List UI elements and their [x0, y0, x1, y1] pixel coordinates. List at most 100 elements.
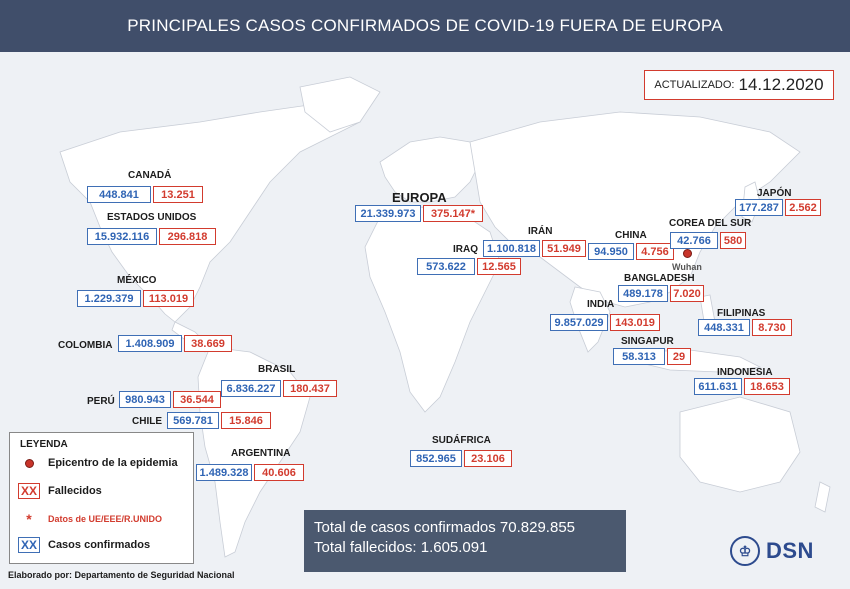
epicenter-label: Wuhan [672, 262, 702, 272]
deaths-brasil: 180.437 [283, 380, 337, 397]
total-deaths: Total fallecidos: 1.605.091 [314, 539, 488, 556]
deaths-indonesia: 18.653 [744, 378, 790, 395]
legend-title: LEYENDA [20, 439, 68, 450]
legend-row-epicenter: Epicentro de la epidemia [18, 457, 178, 469]
cases-bangladesh: 489.178 [618, 285, 668, 302]
region-name-bangladesh: BANGLADESH [624, 273, 695, 284]
region-name-brasil: BRASIL [258, 364, 296, 375]
africa-shape [364, 206, 501, 413]
cases-peru: 980.943 [119, 391, 171, 408]
cases-mexico: 1.229.379 [77, 290, 141, 307]
deaths-iraq: 12.565 [477, 258, 521, 275]
crest-icon: ♔ [730, 536, 760, 566]
cases-japon: 177.287 [735, 199, 783, 216]
dsn-logo: ♔ DSN [730, 536, 814, 566]
legend-epicenter-label: Epicentro de la epidemia [48, 457, 178, 469]
legend-row-deaths: XX Fallecidos [18, 483, 102, 499]
cases-china: 94.950 [588, 243, 634, 260]
region-stats-usa: 15.932.116 296.818 [87, 228, 216, 245]
cases-filipinas: 448.331 [698, 319, 750, 336]
deaths-china: 4.756 [636, 243, 674, 260]
deaths-argentina: 40.606 [254, 464, 304, 481]
cases-argentina: 1.489.328 [196, 464, 252, 481]
deaths-singapur: 29 [667, 348, 691, 365]
legend: LEYENDA Epicentro de la epidemia XX Fall… [9, 432, 194, 564]
region-name-iran: IRÁN [528, 226, 553, 237]
epicenter-dot-icon [18, 458, 40, 468]
cases-usa: 15.932.116 [87, 228, 157, 245]
region-name-sudafrica: SUDÁFRICA [432, 435, 491, 446]
region-name-canada: CANADÁ [128, 170, 172, 181]
deaths-japon: 2.562 [785, 199, 821, 216]
deaths-bangladesh: 7.020 [670, 285, 704, 302]
logo-text: DSN [766, 538, 814, 563]
region-stats-iran: 1.100.818 51.949 [483, 240, 586, 257]
region-stats-europa: 21.339.973 375.147* [355, 205, 483, 222]
cases-sudafrica: 852.965 [410, 450, 462, 467]
cases-chile: 569.781 [167, 412, 219, 429]
legend-eu-label: Datos de UE/EEE/R.UNIDO [48, 514, 163, 524]
region-name-singapur: SINGAPUR [621, 336, 674, 347]
greenland-shape [299, 76, 381, 133]
cases-corea: 42.766 [670, 232, 718, 249]
region-stats-filipinas: 448.331 8.730 [698, 319, 792, 336]
region-name-india: INDIA [587, 299, 615, 310]
cases-india: 9.857.029 [550, 314, 608, 331]
deaths-filipinas: 8.730 [752, 319, 792, 336]
region-name-china: CHINA [615, 230, 647, 241]
epicenter-marker [683, 249, 692, 258]
legend-row-eu: * Datos de UE/EEE/R.UNIDO [18, 511, 162, 527]
cases-iran: 1.100.818 [483, 240, 540, 257]
total-cases: Total de casos confirmados 70.829.855 [314, 519, 575, 536]
region-stats-iraq: 573.622 12.565 [417, 258, 521, 275]
region-stats-corea: 42.766 580 [670, 232, 746, 249]
region-name-argentina: ARGENTINA [231, 448, 291, 459]
legend-deaths-label: Fallecidos [48, 485, 102, 497]
region-stats-china: 94.950 4.756 [588, 243, 674, 260]
region-name-usa: ESTADOS UNIDOS [107, 212, 197, 223]
region-stats-chile: 569.781 15.846 [167, 412, 271, 429]
asterisk-icon: * [26, 511, 32, 527]
deaths-sudafrica: 23.106 [464, 450, 512, 467]
deaths-mexico: 113.019 [143, 290, 194, 307]
update-badge: ACTUALIZADO: 14.12.2020 [644, 70, 834, 100]
region-stats-indonesia: 611.631 18.653 [694, 378, 790, 395]
cases-colombia: 1.408.909 [118, 335, 182, 352]
legend-cases-label: Casos confirmados [48, 539, 151, 551]
cases-canada: 448.841 [87, 186, 151, 203]
region-stats-bangladesh: 489.178 7.020 [618, 285, 704, 302]
region-name-indonesia: INDONESIA [717, 367, 773, 378]
region-stats-mexico: 1.229.379 113.019 [77, 290, 194, 307]
update-date: 14.12.2020 [738, 75, 824, 94]
north-america-shape [59, 101, 361, 323]
region-stats-peru: 980.943 36.544 [119, 391, 221, 408]
region-name-corea: COREA DEL SUR [669, 218, 752, 229]
deaths-colombia: 38.669 [184, 335, 232, 352]
update-label: ACTUALIZADO: [654, 79, 735, 91]
region-stats-singapur: 58.313 29 [613, 348, 691, 365]
region-name-mexico: MÉXICO [117, 275, 157, 286]
region-stats-japon: 177.287 2.562 [735, 199, 821, 216]
europe-shape [379, 136, 481, 203]
cases-indonesia: 611.631 [694, 378, 742, 395]
legend-row-cases: XX Casos confirmados [18, 537, 150, 553]
region-name-filipinas: FILIPINAS [717, 308, 766, 319]
region-name-iraq: IRAQ [453, 244, 478, 255]
deaths-chile: 15.846 [221, 412, 271, 429]
deaths-peru: 36.544 [173, 391, 221, 408]
region-stats-sudafrica: 852.965 23.106 [410, 450, 512, 467]
australia-shape [679, 396, 801, 493]
region-stats-colombia: 1.408.909 38.669 [118, 335, 232, 352]
totals-box: Total de casos confirmados 70.829.855 To… [304, 510, 626, 572]
region-stats-india: 9.857.029 143.019 [550, 314, 660, 331]
deaths-india: 143.019 [610, 314, 660, 331]
region-name-japon: JAPÓN [757, 188, 792, 199]
deaths-europa: 375.147* [423, 205, 483, 222]
cases-europa: 21.339.973 [355, 205, 421, 222]
page-title: PRINCIPALES CASOS CONFIRMADOS DE COVID-1… [0, 0, 850, 52]
cases-brasil: 6.836.227 [221, 380, 281, 397]
deaths-iran: 51.949 [542, 240, 586, 257]
new-zealand-shape [814, 481, 831, 513]
deaths-symbol: XX [18, 483, 40, 499]
